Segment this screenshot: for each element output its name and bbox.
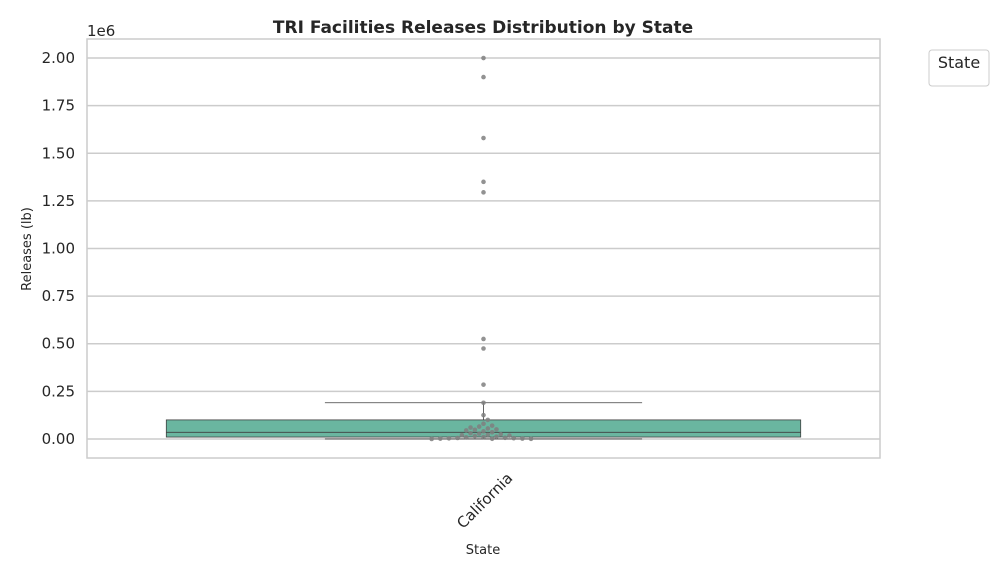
y-tick-label: 1.75 [42,97,75,115]
legend-box [928,49,990,87]
data-point [502,435,508,441]
y-tick-label: 1.25 [42,192,75,210]
data-point [468,430,473,436]
x-axis-label: State [466,543,500,558]
data-point [472,427,478,433]
y-offset-label: 1e6 [87,22,115,40]
data-point [463,435,469,440]
chart-title: TRI Facilities Releases Distribution by … [273,18,693,38]
data-point [481,346,486,351]
y-tick-label: 0.50 [42,335,75,353]
data-point [485,426,491,431]
data-point [485,417,491,423]
data-point [468,425,473,430]
data-point [481,55,486,61]
data-point [528,436,534,442]
x-tick-label: California [453,469,516,532]
data-point [481,434,486,440]
legend-title: State [938,53,980,72]
data-point [489,436,495,442]
data-point [481,412,486,418]
data-point [481,400,486,406]
data-point [472,433,478,439]
data-point [446,436,452,441]
data-point [507,433,512,438]
data-point [481,179,486,185]
y-tick-label: 0.25 [42,382,75,400]
data-point [494,427,499,432]
data-point [485,432,491,438]
y-axis-label: Releases (lb) [20,207,35,291]
data-point [494,434,499,439]
data-point [498,431,504,437]
data-point [481,74,486,80]
data-point [520,436,525,441]
data-point [476,424,482,429]
data-point [455,435,460,441]
data-point [489,423,495,428]
data-point [429,436,434,442]
data-point [481,429,486,434]
data-point [459,432,465,438]
data-point [481,190,486,195]
data-point [463,428,469,433]
data-point [438,436,443,441]
y-tick-label: 1.00 [42,240,75,258]
data-point [476,431,482,436]
data-point [481,421,486,427]
legend: State [928,49,990,87]
data-point [481,135,486,141]
y-tick-label: 0.00 [42,430,75,448]
y-tick-label: 1.50 [42,144,75,162]
data-point [481,382,486,387]
y-tick-label: 0.75 [42,287,75,305]
data-point [481,336,486,342]
data-point [511,435,517,441]
data-point [489,429,495,435]
y-tick-label: 2.00 [42,49,75,67]
